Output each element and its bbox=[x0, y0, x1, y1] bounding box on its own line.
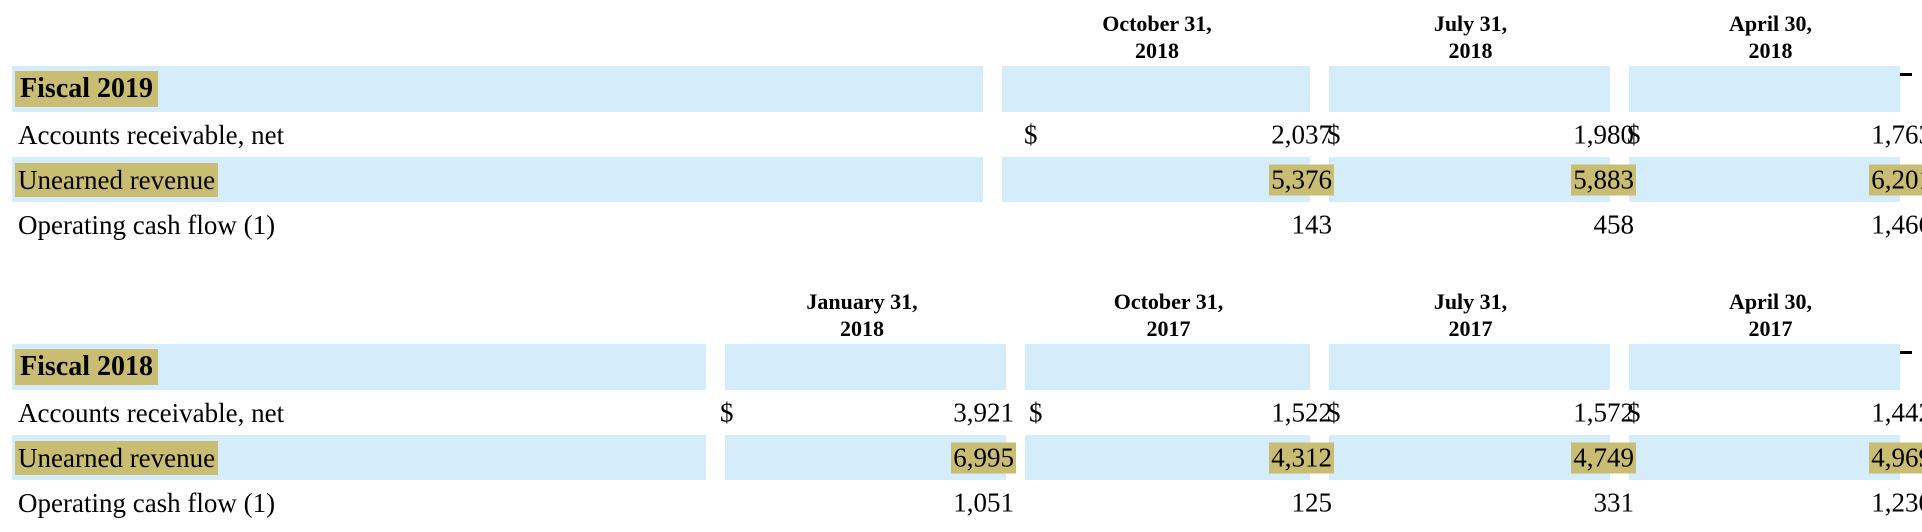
row-label: Unearned revenue bbox=[15, 441, 218, 475]
table-cell: 5,376 bbox=[1269, 164, 1334, 195]
table-cell: 1,980 bbox=[1573, 119, 1634, 150]
row-label: Accounts receivable, net bbox=[18, 118, 284, 152]
currency-symbol: $ bbox=[1029, 397, 1043, 428]
column-header-jul-2018: July 31, 2018 bbox=[1329, 10, 1612, 64]
table-cell: 1,051 bbox=[953, 487, 1014, 518]
row-label: Unearned revenue bbox=[15, 163, 218, 197]
row-label: Accounts receivable, net bbox=[18, 396, 284, 430]
table-cell: 1,522 bbox=[1271, 397, 1332, 428]
currency-symbol: $ bbox=[1327, 119, 1341, 150]
table-cell: 4,312 bbox=[1269, 442, 1334, 473]
currency-symbol: $ bbox=[1627, 119, 1641, 150]
table-cell: 125 bbox=[1292, 487, 1333, 518]
table-cell: 143 bbox=[1292, 209, 1333, 240]
fiscal-2018-table: January 31, 2018 October 31, 2017 July 3… bbox=[12, 284, 1900, 525]
currency-symbol: $ bbox=[720, 397, 734, 428]
table-cell: 1,230 bbox=[1871, 487, 1922, 518]
currency-symbol: $ bbox=[1627, 397, 1641, 428]
fiscal-2019-table: October 31, 2018 July 31, 2018 April 30,… bbox=[12, 6, 1900, 247]
column-header-oct-2018: October 31, 2018 bbox=[1002, 10, 1312, 64]
table-cell: 1,466 bbox=[1871, 209, 1922, 240]
table-cell: 6,995 bbox=[951, 442, 1016, 473]
column-header-row: January 31, 2018 October 31, 2017 July 3… bbox=[12, 284, 1900, 344]
table-cell: 4,969 bbox=[1869, 442, 1922, 473]
table-row-unearned-revenue: Unearned revenue 6,995 4,312 4,749 4,969 bbox=[12, 435, 1900, 480]
table-cell: 458 bbox=[1594, 209, 1635, 240]
table-row-operating-cash-flow: Operating cash flow (1) 1,051 125 331 1,… bbox=[12, 480, 1900, 525]
column-header-oct-2017: October 31, 2017 bbox=[1025, 288, 1312, 342]
currency-symbol: $ bbox=[1327, 397, 1341, 428]
table-cell: 3,921 bbox=[953, 397, 1014, 428]
table-cell: 1,763 bbox=[1871, 119, 1922, 150]
column-header-jan-2018: January 31, 2018 bbox=[717, 288, 1007, 342]
fiscal-title-row: Fiscal 2019 bbox=[12, 66, 1900, 112]
row-label: Operating cash flow (1) bbox=[18, 208, 275, 242]
table-cell: 6,201 bbox=[1869, 164, 1922, 195]
table-cell: 1,442 bbox=[1871, 397, 1922, 428]
table-row-unearned-revenue: Unearned revenue 5,376 5,883 6,201 bbox=[12, 157, 1900, 202]
column-header-jul-2017: July 31, 2017 bbox=[1329, 288, 1612, 342]
table-cell: 4,749 bbox=[1571, 442, 1636, 473]
table-cell: 5,883 bbox=[1571, 164, 1636, 195]
table-row-accounts-receivable: Accounts receivable, net $ 2,037 $ 1,980… bbox=[12, 112, 1900, 157]
table-row-operating-cash-flow: Operating cash flow (1) 143 458 1,466 bbox=[12, 202, 1900, 247]
fiscal-title: Fiscal 2018 bbox=[15, 349, 158, 385]
column-header-apr-2017: April 30, 2017 bbox=[1629, 288, 1912, 342]
row-label: Operating cash flow (1) bbox=[18, 486, 275, 520]
fiscal-title: Fiscal 2019 bbox=[15, 71, 158, 107]
column-header-row: October 31, 2018 July 31, 2018 April 30,… bbox=[12, 6, 1900, 66]
fiscal-title-row: Fiscal 2018 bbox=[12, 344, 1900, 390]
currency-symbol: $ bbox=[1024, 119, 1038, 150]
table-cell: 331 bbox=[1594, 487, 1635, 518]
table-row-accounts-receivable: Accounts receivable, net $ 3,921 $ 1,522… bbox=[12, 390, 1900, 435]
table-cell: 2,037 bbox=[1271, 119, 1332, 150]
table-cell: 1,572 bbox=[1573, 397, 1634, 428]
column-header-apr-2018: April 30, 2018 bbox=[1629, 10, 1912, 64]
